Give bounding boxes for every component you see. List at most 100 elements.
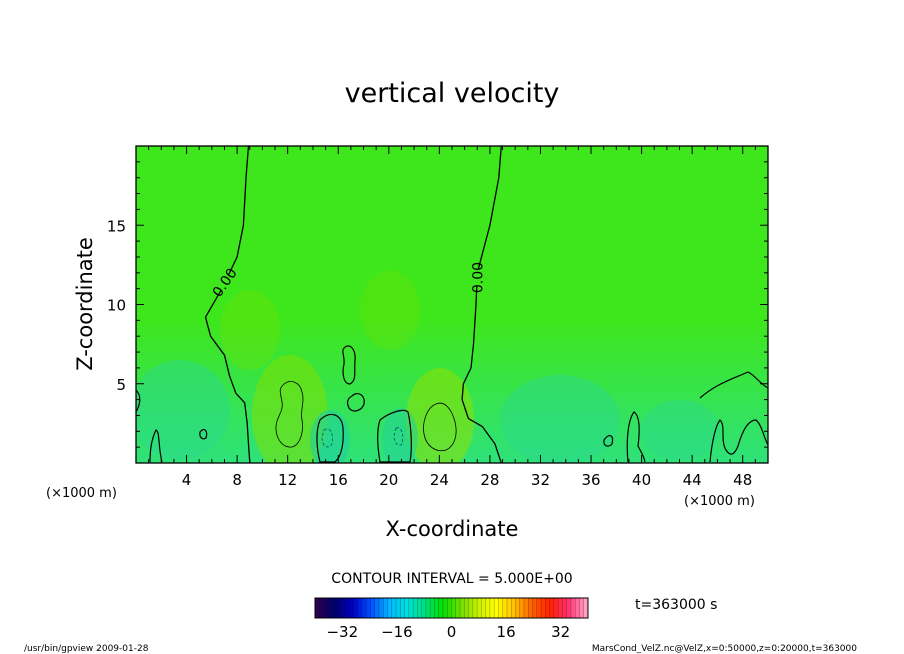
colorbar-swatch bbox=[541, 598, 546, 618]
colorbar-swatch bbox=[408, 598, 414, 618]
contour-label-bg bbox=[206, 266, 243, 299]
colorbar-swatch bbox=[468, 598, 474, 618]
y-tick-label: 15 bbox=[107, 217, 126, 235]
shading-blobs bbox=[136, 270, 720, 463]
x-tick-label: 44 bbox=[683, 471, 702, 489]
colorbar-swatch bbox=[396, 598, 401, 618]
colorbar-swatch bbox=[485, 598, 491, 618]
chart-title: vertical velocity bbox=[345, 78, 560, 109]
x-tick-label: 48 bbox=[733, 471, 752, 489]
shade-negative-1 bbox=[310, 410, 350, 463]
shade-negative-2 bbox=[382, 408, 418, 463]
colorbar-swatch bbox=[460, 598, 465, 618]
x-unit-right: (×1000 m) bbox=[684, 494, 755, 509]
x-axis-label: X-coordinate bbox=[386, 517, 519, 541]
colorbar-swatch bbox=[336, 598, 341, 618]
colorbar-swatch bbox=[400, 598, 405, 618]
colorbar-swatch bbox=[519, 598, 525, 618]
colorbar-swatch bbox=[361, 598, 367, 618]
colorbar-swatch bbox=[575, 598, 580, 618]
colorbar-swatch bbox=[524, 598, 529, 618]
colorbar-swatch bbox=[579, 598, 585, 618]
contour-negative-dashed-2 bbox=[393, 427, 404, 446]
colorbar-swatch bbox=[430, 598, 435, 618]
colorbar-swatch bbox=[404, 598, 410, 618]
y-tick-label: 5 bbox=[116, 376, 126, 394]
colorbar-swatch bbox=[489, 598, 495, 618]
shade-positive-3 bbox=[220, 290, 280, 370]
colorbar-swatch bbox=[417, 598, 422, 618]
x-tick-label: 32 bbox=[531, 471, 550, 489]
colorbar-swatch bbox=[481, 598, 486, 618]
contour-left-edge bbox=[136, 389, 141, 413]
colorbar-swatch bbox=[532, 598, 538, 618]
contour-label: 0.00 bbox=[470, 262, 486, 293]
x-tick-label: 36 bbox=[581, 471, 600, 489]
colorbar-frame bbox=[314, 597, 589, 619]
colorbar-swatch bbox=[447, 598, 452, 618]
x-unit-left: (×1000 m) bbox=[46, 486, 117, 501]
colorbar-swatch bbox=[502, 598, 508, 618]
colorbar-swatch bbox=[391, 598, 397, 618]
contour-blob-12km bbox=[275, 381, 304, 448]
colorbar-swatch bbox=[558, 598, 563, 618]
colorbar-swatch bbox=[349, 598, 354, 618]
colorbar-swatch bbox=[378, 598, 384, 618]
colorbar-swatch bbox=[528, 598, 533, 618]
plot-area: 0.00 0.00 bbox=[135, 145, 769, 464]
contour-blob-20km bbox=[377, 409, 412, 463]
colorbar-swatch bbox=[472, 598, 478, 618]
colorbar-tick-label: 16 bbox=[497, 623, 516, 641]
colorbar-swatch bbox=[451, 598, 457, 618]
colorbar-swatch bbox=[327, 598, 333, 618]
contour-left-1 bbox=[149, 429, 163, 463]
colorbar-swatch bbox=[315, 598, 320, 618]
colorbar-swatch bbox=[434, 598, 440, 618]
colorbar-swatch bbox=[319, 598, 324, 618]
x-tick-label: 8 bbox=[232, 471, 242, 489]
colorbar-swatch bbox=[583, 598, 589, 618]
zero-contour-2 bbox=[461, 146, 502, 463]
contour-right-2 bbox=[709, 419, 768, 463]
contour-right-1 bbox=[626, 411, 646, 463]
contour-left-2 bbox=[199, 428, 208, 440]
colorbar-swatch bbox=[511, 598, 516, 618]
contour-lines: 0.00 0.00 bbox=[136, 146, 768, 463]
colorbar-swatch bbox=[370, 598, 376, 618]
contour-negative-dashed-1 bbox=[321, 428, 333, 448]
x-tick-label: 20 bbox=[379, 471, 398, 489]
colorbar-tick-label: 32 bbox=[551, 623, 570, 641]
x-tick-label: 24 bbox=[430, 471, 449, 489]
x-tick-label: 12 bbox=[278, 471, 297, 489]
colorbar-swatch bbox=[545, 598, 550, 618]
shade-negative-3 bbox=[136, 360, 230, 460]
colorbar-swatch bbox=[353, 598, 358, 618]
colorbar-swatch bbox=[438, 598, 444, 618]
colorbar-swatch bbox=[515, 598, 521, 618]
contour-interval: CONTOUR INTERVAL = 5.000E+00 bbox=[331, 571, 572, 587]
contour-right-4 bbox=[603, 435, 614, 447]
colorbar-swatch bbox=[357, 598, 363, 618]
x-tick-label: 16 bbox=[329, 471, 348, 489]
shade-positive-1 bbox=[252, 355, 328, 463]
contour-blob-16km bbox=[316, 413, 344, 463]
colorbar-swatch bbox=[570, 598, 576, 618]
footer-right: MarsCond_VelZ.nc@VelZ,x=0:50000,z=0:2000… bbox=[592, 644, 857, 654]
zero-contour-1 bbox=[204, 146, 251, 463]
colorbar-swatch bbox=[464, 598, 469, 618]
colorbar-swatch bbox=[477, 598, 482, 618]
colorbar-swatch bbox=[387, 598, 393, 618]
colorbar-tick-label: −16 bbox=[381, 623, 413, 641]
colorbar-swatch bbox=[340, 598, 346, 618]
shade-negative-4 bbox=[500, 375, 620, 463]
axis-ticks bbox=[136, 146, 768, 463]
colorbar-swatch bbox=[366, 598, 371, 618]
colorbar-swatch bbox=[413, 598, 418, 618]
colorbar-swatch bbox=[421, 598, 427, 618]
colorbar-tick-label: −32 bbox=[326, 623, 358, 641]
footer-left: /usr/bin/gpview 2009-01-28 bbox=[24, 644, 149, 654]
contour-blob-17km bbox=[342, 345, 356, 385]
colorbar-swatch bbox=[549, 598, 555, 618]
x-tick-label: 28 bbox=[480, 471, 499, 489]
shade-negative-5 bbox=[640, 400, 720, 460]
